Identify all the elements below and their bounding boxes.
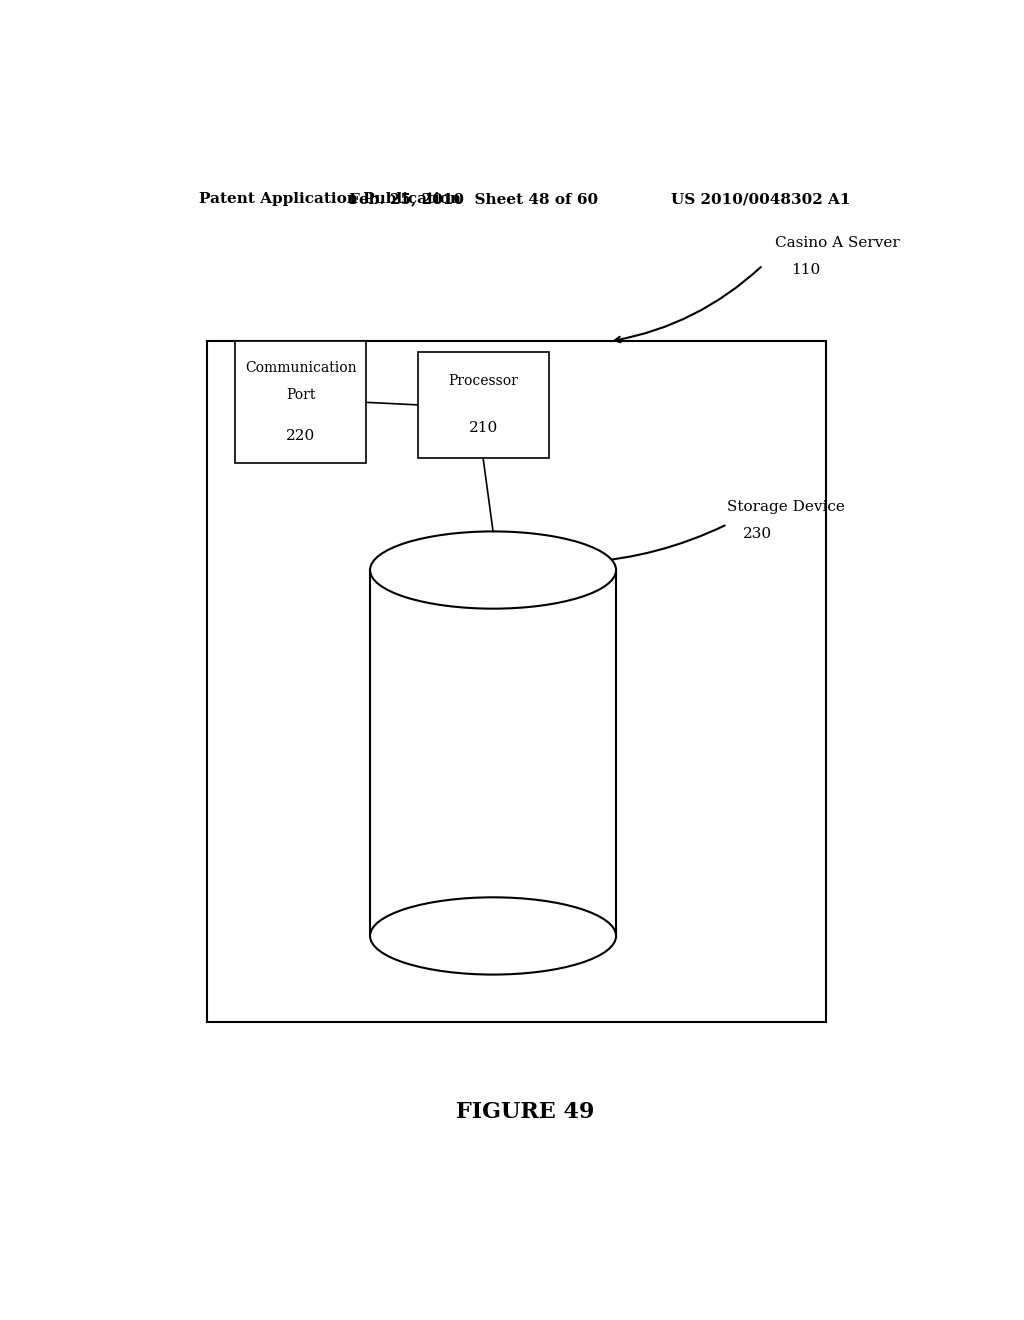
Text: Port: Port (286, 388, 315, 403)
Text: Processor: Processor (449, 375, 518, 388)
Text: Patent Application Publication: Patent Application Publication (200, 191, 462, 206)
Bar (236, 342, 367, 463)
Bar (207, 342, 826, 1022)
Ellipse shape (370, 898, 616, 974)
Bar (418, 351, 549, 458)
Text: FIGURE 49: FIGURE 49 (456, 1101, 594, 1123)
Text: Communication: Communication (245, 362, 356, 375)
Text: 110: 110 (791, 263, 820, 277)
Text: US 2010/0048302 A1: US 2010/0048302 A1 (671, 191, 850, 206)
Text: Casino A Server: Casino A Server (775, 236, 899, 249)
Text: Feb. 25, 2010  Sheet 48 of 60: Feb. 25, 2010 Sheet 48 of 60 (348, 191, 598, 206)
Text: 220: 220 (286, 429, 315, 444)
Text: 230: 230 (743, 528, 772, 541)
Text: 210: 210 (469, 421, 498, 436)
Bar (370, 570, 616, 936)
Text: Storage Device: Storage Device (727, 500, 845, 515)
Ellipse shape (370, 532, 616, 609)
